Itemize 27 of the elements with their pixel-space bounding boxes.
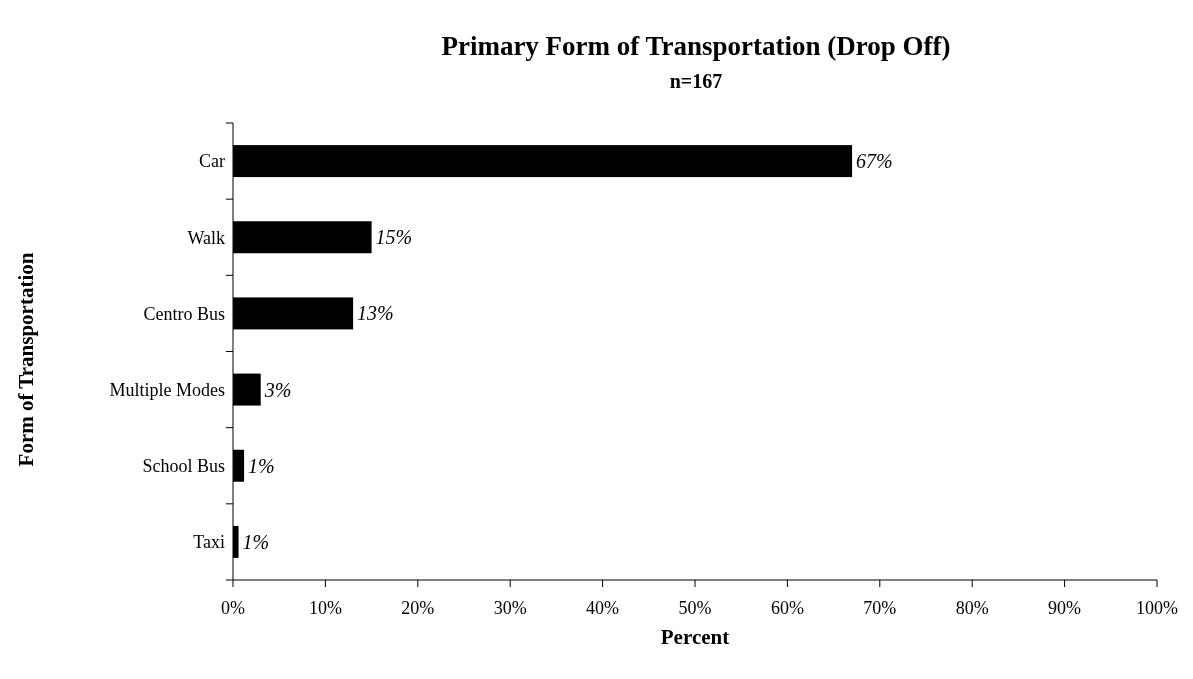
x-tick-label: 100% [1136, 598, 1178, 618]
x-tick-label: 60% [770, 598, 804, 618]
y-axis-title: Form of Transportation [14, 252, 38, 467]
data-label: 15% [375, 226, 413, 249]
x-tick-label: 20% [401, 598, 435, 618]
x-tick-label: 40% [586, 598, 620, 618]
x-tick-label: 0% [221, 598, 245, 618]
y-tick-label: Car [199, 151, 225, 172]
chart-title: Primary Form of Transportation (Drop Off) [441, 31, 951, 61]
x-tick-label: 80% [955, 598, 989, 618]
data-label: 13% [357, 302, 394, 325]
data-label: 67% [856, 150, 893, 173]
y-tick-label: School Bus [142, 456, 225, 477]
data-label: 3% [263, 378, 292, 401]
x-tick-label: 30% [493, 598, 527, 618]
data-label: 1% [248, 454, 275, 477]
y-tick-label: Centro Bus [143, 303, 225, 324]
data-label: 1% [242, 530, 270, 553]
x-tick-label: 10% [308, 598, 342, 618]
chart-subtitle: n=167 [669, 70, 723, 92]
y-tick-label: Walk [187, 227, 225, 248]
x-tick-label: 70% [863, 598, 897, 618]
y-tick-label: Multiple Modes [109, 379, 225, 400]
x-axis-title: Percent [660, 625, 730, 649]
x-tick-label: 90% [1048, 598, 1082, 618]
y-tick-label: Taxi [193, 532, 225, 553]
x-tick-label: 50% [678, 598, 712, 618]
